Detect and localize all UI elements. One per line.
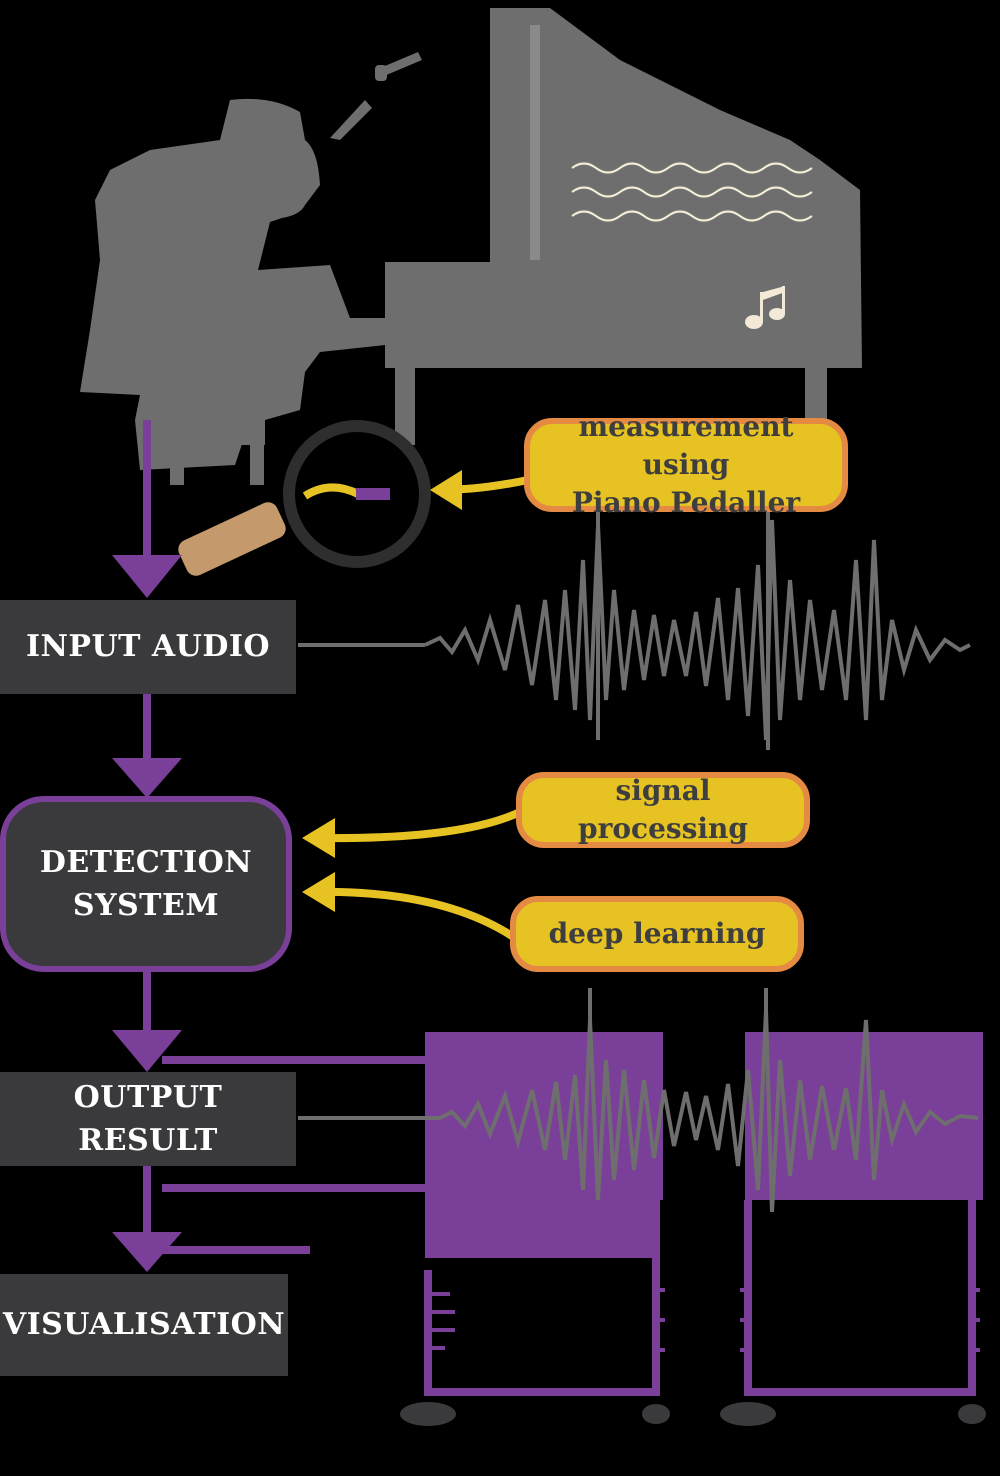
- output-waveform: [298, 988, 979, 1213]
- visualisation-ticks: [430, 1288, 980, 1352]
- sound-wave-lines: [571, 162, 813, 222]
- measurement-annotation-line1: measurement using: [578, 410, 794, 482]
- deep-learning-annotation: deep learning: [510, 896, 804, 972]
- magnifying-glass-icon: [178, 420, 431, 576]
- input-audio-box: INPUT AUDIO: [0, 600, 296, 694]
- deep-learning-label: deep learning: [548, 917, 766, 951]
- measurement-annotation-line2: Piano Pedaller: [571, 485, 801, 519]
- detection-system-label-line1: DETECTION: [39, 844, 253, 880]
- pedal-feet: [400, 1402, 986, 1426]
- detection-system-label-line2: SYSTEM: [72, 888, 220, 923]
- visualisation-label: VISUALISATION: [2, 1307, 286, 1343]
- detection-system-box: DETECTION SYSTEM: [0, 796, 292, 972]
- signal-processing-label: signal processing: [578, 774, 748, 845]
- output-result-box: OUTPUT RESULT: [0, 1072, 296, 1166]
- audio-waveform-icon: [298, 512, 971, 750]
- annotation-arrows: [314, 476, 529, 940]
- visualisation-plot: [162, 1056, 976, 1396]
- pedal-segment-blocks: [425, 1032, 983, 1258]
- input-audio-label: INPUT AUDIO: [25, 629, 271, 665]
- signal-processing-annotation: signal processing: [516, 772, 810, 848]
- visualisation-box: VISUALISATION: [0, 1274, 288, 1376]
- measurement-annotation: measurement using Piano Pedaller: [524, 410, 848, 519]
- pianist-at-grand-piano-icon: [80, 8, 862, 485]
- flow-arrowheads: [112, 555, 182, 1272]
- music-note-icon: [745, 286, 785, 329]
- output-result-label: OUTPUT RESULT: [73, 1079, 223, 1159]
